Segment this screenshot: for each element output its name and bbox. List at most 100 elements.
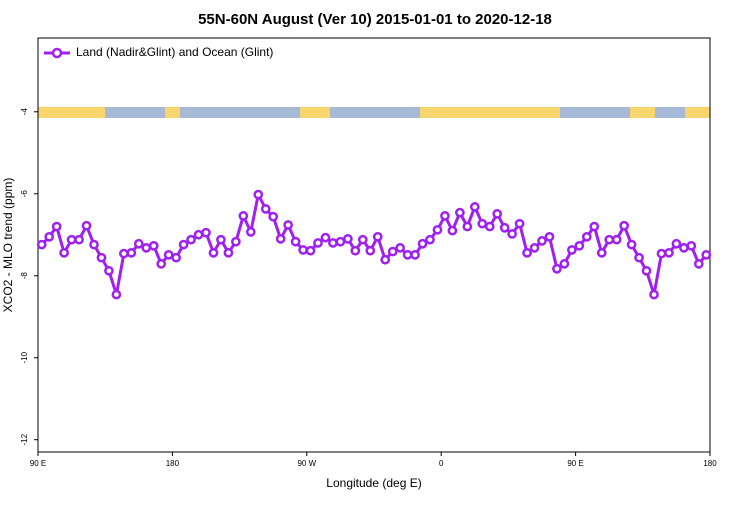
data-point [126,247,137,258]
data-point [148,240,159,251]
data-point [395,243,405,253]
x-tick-label: 90 E [30,459,46,468]
data-point [581,231,592,242]
data-point [529,243,540,253]
x-tick-label: 90 E [567,459,583,468]
data-point [514,218,525,229]
data-point [119,248,129,259]
data-point [567,245,577,255]
data-point [290,236,301,247]
data-point [350,245,361,256]
data-point [425,234,435,245]
data-point [455,207,465,218]
data-point [186,234,196,245]
x-tick-label: 180 [166,459,180,468]
data-point [44,231,55,242]
data-point [104,265,114,276]
data-point [596,247,607,258]
data-point [701,249,712,260]
data-point [402,249,413,260]
data-point [96,252,107,263]
data-point [365,245,376,256]
x-tick-label: 180 [703,459,717,468]
data-point [679,243,689,253]
data-point [201,227,211,238]
data-point [66,234,77,245]
data-point [626,239,637,250]
ocean-segment [655,107,685,118]
data-point [328,238,338,248]
data-point [51,221,62,232]
data-point [223,247,234,258]
chart-title: 55N-60N August (Ver 10) 2015-01-01 to 20… [198,11,552,28]
data-point [36,239,47,250]
data-point [552,263,562,274]
data-point [133,238,144,249]
data-point [305,245,316,256]
data-point [649,289,659,300]
y-tick-label: -6 [20,190,29,198]
data-point [410,249,420,260]
data-point [275,234,286,244]
ocean-segment [105,107,165,118]
data-point [537,236,547,246]
data-point [81,220,92,231]
data-point [507,229,517,239]
data-point [380,254,391,265]
data-point [544,231,555,242]
data-point [619,220,629,231]
data-point [387,246,398,257]
data-point [59,247,69,258]
data-point [141,243,152,253]
legend-label: Land (Nadir&Glint) and Ocean (Glint) [76,45,273,59]
y-tick-label: -8 [20,272,29,280]
data-point [238,211,249,221]
data-point [686,240,697,251]
data-point [283,220,293,230]
y-tick-label: -4 [20,108,29,116]
data-point [671,238,682,249]
data-point [499,222,510,233]
data-point [492,208,503,219]
ocean-segment [180,107,300,118]
data-point [89,239,99,250]
data-point [343,234,353,244]
data-point [74,234,84,245]
x-tick-label: 0 [439,459,444,468]
data-point [208,247,219,258]
ocean-segment [560,107,630,118]
data-point [574,240,585,251]
data-point [111,289,122,300]
data-point [357,234,368,245]
data-point [313,238,323,248]
y-tick-label: -12 [20,433,29,445]
data-point [372,231,383,242]
x-tick-label: 90 W [297,459,316,468]
data-point [245,227,256,237]
data-point [171,252,181,263]
data-point [268,211,279,222]
data-point [163,249,174,260]
data-point [193,229,204,240]
data-point [156,259,167,269]
data-point [589,221,600,232]
data-point [477,218,488,229]
y-axis-label: XCO2 - MLO trend (ppm) [1,178,15,313]
data-point [656,248,667,259]
data-point [440,211,450,221]
data-point [335,236,346,247]
data-point [253,189,264,200]
data-point [462,221,473,232]
data-point [484,221,495,232]
data-point [522,247,532,258]
data-point [469,202,480,212]
data-point [447,225,458,236]
data-point [417,238,428,249]
data-point [641,265,652,276]
data-point [216,234,226,245]
ocean-segment [330,107,420,118]
legend-marker [51,47,63,59]
x-axis-label: Longitude (deg E) [326,476,421,490]
data-point [634,252,644,263]
